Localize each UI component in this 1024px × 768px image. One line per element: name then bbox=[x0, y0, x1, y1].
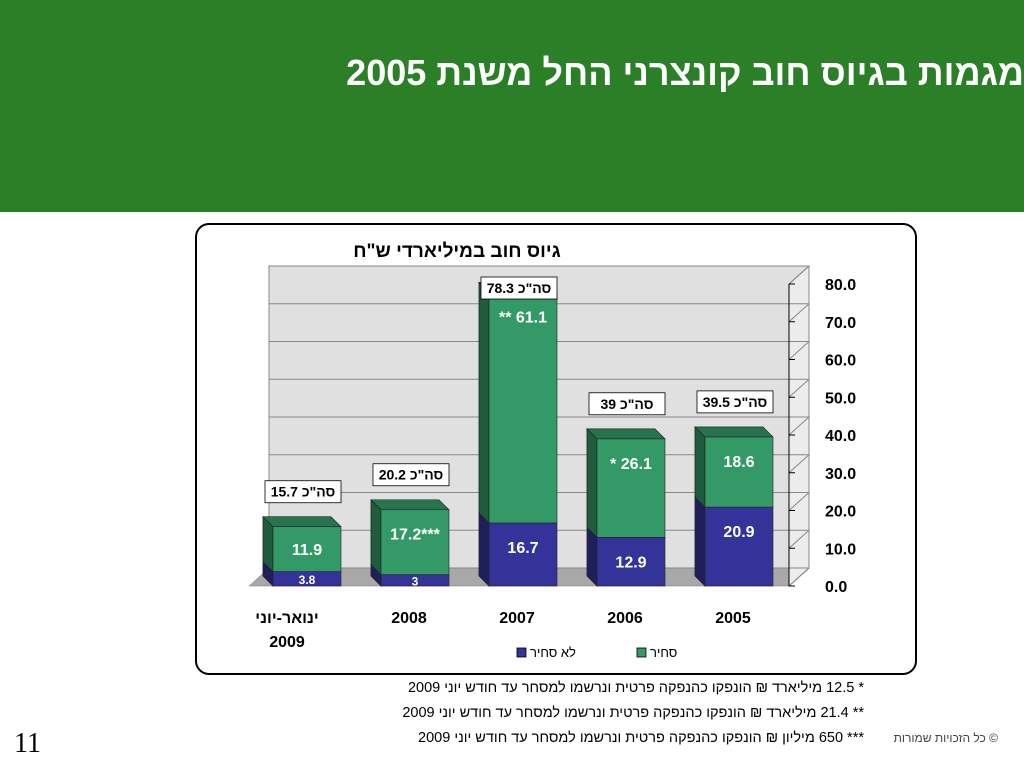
x-tick-label: ינואר-יוני bbox=[255, 610, 318, 627]
bar-tradable-2 bbox=[488, 292, 558, 524]
gridline-side bbox=[788, 303, 810, 323]
gridline-side bbox=[788, 416, 810, 436]
bar-non-tradable-2-left bbox=[478, 512, 490, 587]
bar-tradable-3 bbox=[380, 509, 450, 575]
footnotes: * 12.5 מיליארד ₪ הונפקו כהנפקה פרטית ונר… bbox=[244, 676, 864, 751]
data-label: ** 61.1 bbox=[499, 309, 547, 326]
y-tick-label: 80.0 bbox=[825, 277, 856, 294]
legend-label: לא סחיר bbox=[530, 645, 576, 660]
data-label: 3 bbox=[412, 574, 419, 588]
total-label: סה"כ 78.3 bbox=[487, 280, 552, 296]
gridline-side bbox=[788, 492, 810, 511]
bar-non-tradable-2 bbox=[488, 522, 558, 587]
legend-label: סחיר bbox=[650, 645, 677, 660]
data-label: * 26.1 bbox=[610, 456, 652, 473]
stacked-bar-chart: גיוס חוב במיליארדי ש"ח 0.0 10.0 20.0 30.0 40.… bbox=[248, 241, 856, 660]
page-number: 11 bbox=[14, 728, 41, 759]
y-tick-label: 70.0 bbox=[825, 315, 856, 332]
gridline-side bbox=[788, 529, 810, 549]
bar-tradable-2-left bbox=[478, 281, 490, 524]
x-tick-label: 2007 bbox=[499, 610, 535, 627]
bar-non-tradable-0 bbox=[704, 506, 774, 587]
y-tick-label: 50.0 bbox=[825, 390, 856, 407]
bar-tradable-1-left bbox=[586, 428, 598, 539]
total-label: סה"כ 39.5 bbox=[703, 394, 768, 410]
total-label-box-0 bbox=[696, 390, 774, 414]
total-label-box-1 bbox=[588, 392, 666, 416]
x-tick-label-line2: 2009 bbox=[269, 634, 305, 651]
x-tick-label: 2008 bbox=[391, 610, 427, 627]
y-tick-label: 0.0 bbox=[825, 579, 847, 596]
bar-top-1 bbox=[586, 428, 666, 440]
y-tick-label: 10.0 bbox=[825, 541, 856, 558]
bar-non-tradable-0-left bbox=[694, 496, 706, 587]
total-label-box-4 bbox=[264, 480, 342, 504]
chart-title: גיוס חוב במיליארדי ש"ח bbox=[353, 241, 560, 262]
bar-top-3 bbox=[370, 499, 450, 511]
bar-top-4 bbox=[262, 516, 342, 528]
slide-title: מגמות בגיוס חוב קונצרני החל משנת 2005 bbox=[346, 52, 1024, 93]
y-tick-label: 20.0 bbox=[825, 504, 856, 521]
data-label: 18.6 bbox=[723, 454, 754, 471]
bar-tradable-1 bbox=[596, 438, 666, 538]
bar-tradable-0 bbox=[704, 436, 774, 508]
legend-swatch-non-tradable bbox=[516, 647, 527, 658]
x-tick-label: 2005 bbox=[715, 610, 751, 627]
y-tick-label: 60.0 bbox=[825, 353, 856, 370]
chart-frame: גיוס חוב במיליארדי ש"ח 0.0 10.0 20.0 30.0 40.… bbox=[195, 223, 917, 675]
data-label: 11.9 bbox=[292, 542, 322, 559]
bar-tradable-3-left bbox=[370, 499, 382, 576]
total-label-box-3 bbox=[372, 463, 450, 487]
total-label: סה"כ 39 bbox=[601, 396, 654, 412]
x-tick-label: 2006 bbox=[607, 610, 643, 627]
data-label: 17.2*** bbox=[390, 527, 441, 544]
y-tick-label: 30.0 bbox=[825, 466, 856, 483]
legend-swatch-tradable bbox=[636, 647, 647, 658]
gridline-side bbox=[788, 341, 810, 360]
gridline-side bbox=[788, 378, 810, 398]
total-label-box-2 bbox=[480, 276, 558, 300]
data-label: 20.9 bbox=[723, 524, 754, 541]
total-label: סה"כ 15.7 bbox=[271, 484, 336, 500]
gridline-side bbox=[788, 454, 810, 474]
title-banner: מגמות בגיוס חוב קונצרני החל משנת 2005 bbox=[0, 0, 1024, 212]
bar-top-0 bbox=[694, 426, 774, 438]
footnote-1: * 12.5 מיליארד ₪ הונפקו כהנפקה פרטית ונר… bbox=[407, 680, 864, 696]
data-label: 16.7 bbox=[507, 540, 538, 557]
gridline-side bbox=[788, 567, 810, 587]
gridline-side bbox=[788, 265, 810, 285]
bar-tradable-0-left bbox=[694, 426, 706, 508]
footnote-2: ** 21.4 מיליארד ₪ הונפקו כהנפקה פרטית ונ… bbox=[402, 705, 864, 721]
footnote-3: *** 650 מיליון ₪ הונפקו כהנפקה פרטית ונר… bbox=[418, 730, 864, 746]
total-label: סה"כ 20.2 bbox=[379, 467, 444, 483]
data-label: 3.8 bbox=[299, 573, 316, 587]
copyright-notice: © כל הזכויות שמורות bbox=[893, 731, 998, 745]
y-tick-label: 40.0 bbox=[825, 428, 856, 445]
bar-tradable-4 bbox=[272, 526, 342, 572]
bar-non-tradable-1 bbox=[596, 537, 666, 587]
data-label: 12.9 bbox=[615, 554, 646, 571]
